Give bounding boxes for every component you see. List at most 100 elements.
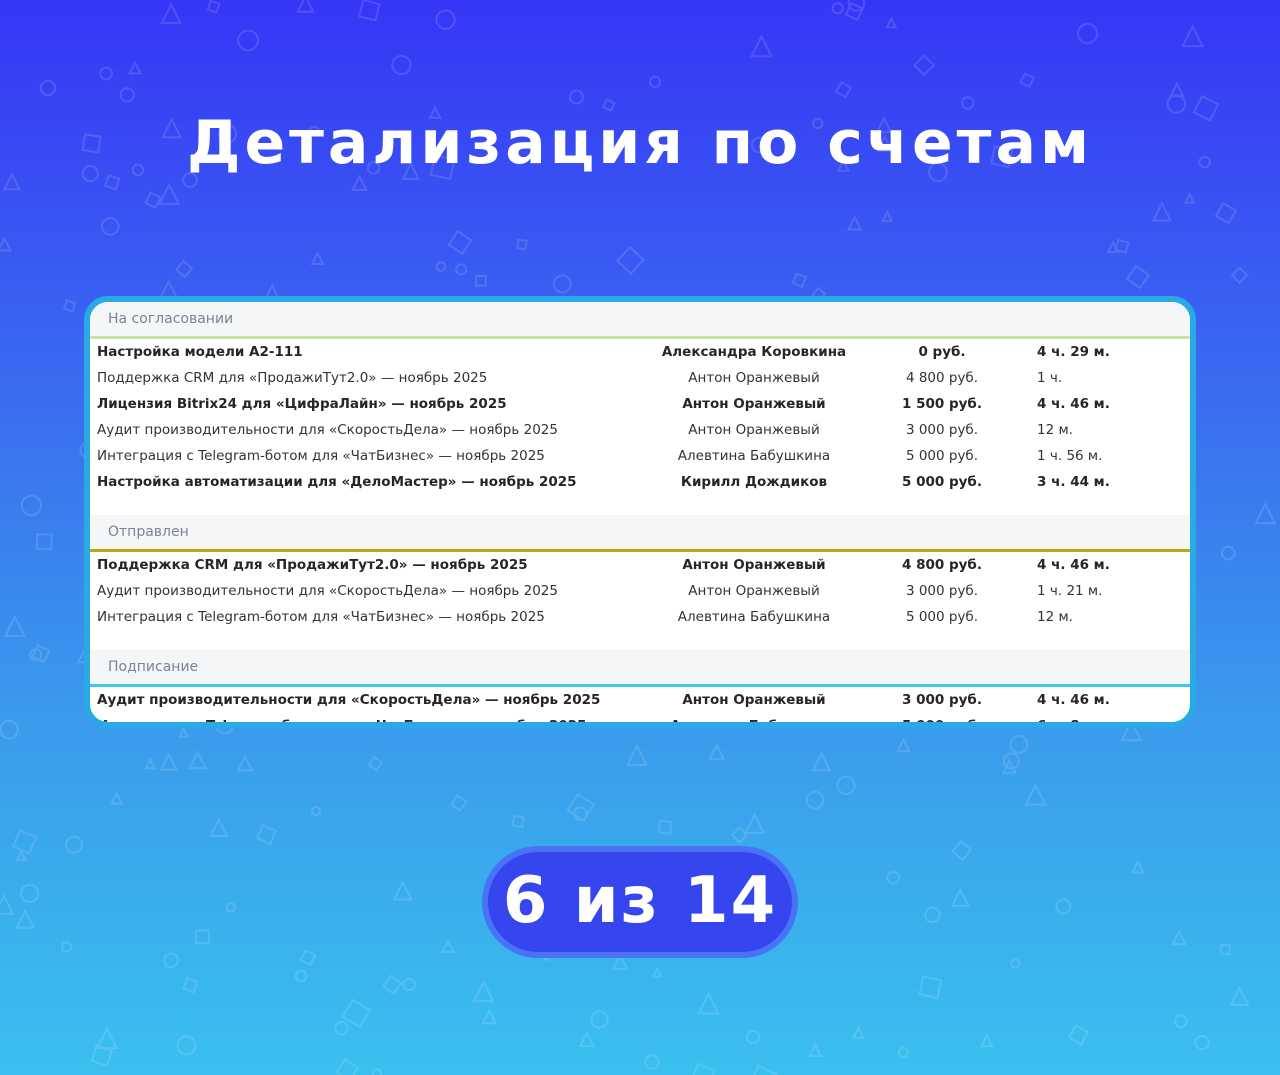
- decor-shape: [1055, 898, 1072, 915]
- decor-shape: [335, 1057, 360, 1075]
- decor-shape: [1002, 752, 1020, 770]
- section-divider: [90, 684, 1190, 687]
- decor-shape: [310, 806, 322, 817]
- table-row[interactable]: Поддержка CRM для «ПродажиТут2.0» — нояб…: [90, 552, 1190, 578]
- section-divider: [90, 336, 1190, 339]
- table-row[interactable]: Аудит производительности для «СкоростьДе…: [90, 417, 1190, 443]
- decor-shape: [1181, 24, 1205, 48]
- decor-shape: [0, 893, 15, 915]
- table-row[interactable]: Интеграция с Telegram-ботом для «ЧатБизн…: [90, 713, 1190, 728]
- decor-shape: [744, 812, 766, 834]
- decor-shape: [160, 2, 183, 24]
- decor-shape: [29, 648, 43, 662]
- invoice-amount: 1 500 руб.: [902, 396, 982, 412]
- decor-shape: [206, 0, 221, 14]
- invoice-name: Аудит производительности для «СкоростьДе…: [97, 583, 558, 599]
- section-header: Отправлен: [90, 515, 1190, 549]
- time-spent: 4 ч. 46 м.: [1037, 692, 1110, 708]
- table-row[interactable]: Настройка автоматизации для «ДелоМастер»…: [90, 469, 1190, 495]
- invoice-name: Поддержка CRM для «ПродажиТут2.0» — нояб…: [97, 370, 488, 386]
- decor-shape: [182, 976, 199, 994]
- decor-shape: [119, 87, 135, 103]
- responsible-person: Алевтина Бабушкина: [677, 609, 831, 625]
- decor-shape: [851, 1025, 865, 1039]
- time-spent: 1 ч.: [1037, 370, 1063, 386]
- decor-shape: [836, 775, 856, 795]
- decor-shape: [20, 494, 43, 517]
- decor-shape: [440, 938, 456, 953]
- decor-shape: [62, 299, 77, 313]
- decor-shape: [844, 1, 864, 22]
- decor-shape: [644, 1054, 660, 1070]
- time-spent: 6 ч. 8 м.: [1037, 718, 1101, 728]
- invoice-name: Аудит производительности для «СкоростьДе…: [97, 422, 558, 438]
- decor-shape: [367, 755, 384, 772]
- decor-shape: [846, 214, 863, 231]
- decor-shape: [188, 749, 208, 770]
- decor-shape: [791, 272, 808, 289]
- decor-shape: [11, 828, 38, 855]
- section-header: Подписание: [90, 650, 1190, 684]
- time-spent: 12 м.: [1037, 422, 1073, 438]
- decor-shape: [296, 0, 315, 13]
- decor-shape: [64, 835, 83, 854]
- decor-shape: [39, 79, 57, 97]
- decor-shape: [35, 533, 53, 551]
- table-row[interactable]: Настройка модели А2-111 Александра Коровк…: [90, 339, 1190, 365]
- decor-shape: [481, 1008, 498, 1025]
- decor-shape: [886, 871, 901, 885]
- decor-shape: [99, 66, 113, 81]
- time-spent: 1 ч. 21 м.: [1037, 583, 1103, 599]
- decor-shape: [392, 880, 413, 901]
- decor-shape: [1010, 958, 1021, 969]
- decor-shape: [1106, 239, 1120, 254]
- time-spent: 3 ч. 44 м.: [1037, 474, 1110, 490]
- time-spent: 4 ч. 46 м.: [1037, 396, 1110, 412]
- decor-shape: [144, 191, 162, 210]
- decor-shape: [578, 1030, 595, 1048]
- invoice-name: Аудит производительности для «СкоростьДе…: [97, 692, 601, 708]
- decor-shape: [381, 974, 403, 996]
- decor-shape: [749, 34, 774, 58]
- decor-shape: [95, 1026, 119, 1050]
- decor-shape: [847, 0, 866, 12]
- decor-shape: [1076, 22, 1099, 45]
- decor-shape: [1254, 501, 1277, 525]
- decor-shape: [697, 991, 721, 1015]
- invoice-amount: 0 руб.: [918, 344, 966, 360]
- decor-shape: [176, 1035, 197, 1056]
- decor-shape: [912, 54, 936, 77]
- decor-shape: [60, 941, 73, 953]
- decor-shape: [1171, 929, 1187, 946]
- table-row[interactable]: Лицензия Bitrix24 для «ЦифраЛайн» — нояб…: [90, 391, 1190, 417]
- table-row[interactable]: Аудит производительности для «СкоростьДе…: [90, 578, 1190, 604]
- responsible-person: Антон Оранжевый: [682, 396, 826, 412]
- table-row[interactable]: Интеграция с Telegram-ботом для «ЧатБизн…: [90, 443, 1190, 469]
- table-row[interactable]: Поддержка CRM для «ПродажиТут2.0» — нояб…: [90, 365, 1190, 391]
- decor-shape: [897, 1046, 909, 1059]
- decor-shape: [334, 1021, 349, 1036]
- decor-shape: [256, 824, 278, 846]
- table-row[interactable]: Аудит производительности для «СкоростьДе…: [90, 687, 1190, 713]
- decor-shape: [100, 216, 120, 236]
- invoice-name: Интеграция с Telegram-ботом для «ЧатБизн…: [97, 448, 545, 464]
- decor-shape: [357, 0, 381, 22]
- decor-shape: [174, 259, 194, 279]
- decor-shape: [472, 979, 495, 1003]
- decor-shape: [1183, 192, 1196, 204]
- decor-shape: [708, 742, 726, 760]
- time-spent: 4 ч. 29 м.: [1037, 344, 1110, 360]
- decor-shape: [31, 644, 51, 664]
- decor-shape: [924, 906, 941, 924]
- decor-shape: [1219, 943, 1232, 956]
- decor-shape: [1169, 81, 1185, 98]
- invoice-name: Поддержка CRM для «ПродажиТут2.0» — нояб…: [97, 557, 528, 573]
- decor-shape: [1019, 72, 1036, 89]
- table-row[interactable]: Интеграция с Telegram-ботом для «ЧатБизн…: [90, 604, 1190, 630]
- decor-shape: [566, 792, 596, 823]
- decor-shape: [177, 726, 190, 738]
- decor-shape: [225, 902, 236, 913]
- decor-shape: [20, 883, 40, 904]
- section: На согласовании Настройка модели А2-111 Ал…: [90, 302, 1190, 495]
- decor-shape: [15, 849, 27, 861]
